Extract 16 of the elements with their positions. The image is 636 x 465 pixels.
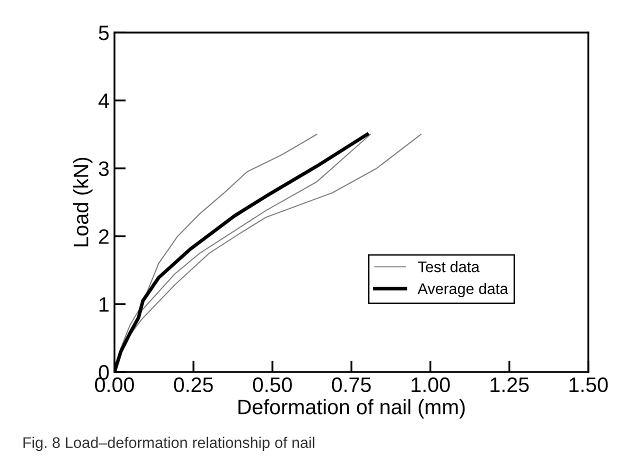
y-tick-label: 2 <box>99 229 109 244</box>
y-tick-label: 3 <box>98 161 109 176</box>
legend-label: Average data <box>418 282 508 298</box>
x-tick-label: 1.25 <box>490 377 529 392</box>
y-tick-label: 1 <box>100 297 109 312</box>
x-tick-label: 0.25 <box>174 377 213 392</box>
x-tick-label: 0.75 <box>332 377 371 392</box>
caption: Fig. 8 Load–deformation relationship of nail <box>24 436 314 452</box>
y-tick-label: 5 <box>98 26 109 40</box>
x-tick-label: 1.50 <box>570 377 608 392</box>
legend-label: Test data <box>418 261 480 272</box>
x-tick-label: 1.00 <box>412 377 450 392</box>
x-axis-title: Deformation of nail (mm) <box>238 399 465 418</box>
x-tick-label: 0.50 <box>252 377 292 392</box>
y-axis-title: Load (kN) <box>73 158 92 246</box>
y-tick-label: 4 <box>98 94 110 108</box>
